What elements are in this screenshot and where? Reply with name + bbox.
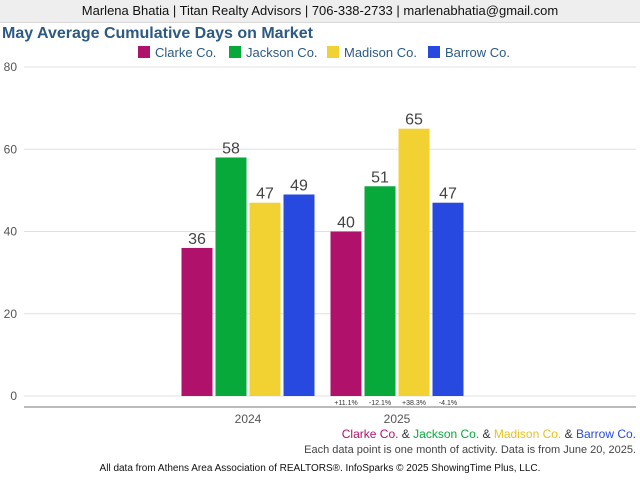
chart-title: May Average Cumulative Days on Market [2,25,313,42]
x-tick-label: 2024 [235,412,262,426]
bar-value-label: 58 [222,140,240,157]
bar [364,186,396,396]
bar [181,247,213,396]
legend-label: Clarke Co. [155,45,216,60]
bar-value-label: 47 [439,186,457,203]
bar-value-label: 40 [337,215,355,232]
bar [330,231,362,396]
y-tick-label: 60 [4,142,18,156]
legend-swatch [138,46,150,58]
footer-separator: & [564,427,573,441]
bar-value-label: 65 [405,112,423,129]
footer-legend-madison: Madison Co. [493,427,562,441]
footer-separator: & [482,427,491,441]
pct-change-label: -12.1% [369,400,391,407]
bar-value-label: 47 [256,186,274,203]
bar-value-label: 36 [188,231,206,248]
contact-header: Marlena Bhatia | Titan Realty Advisors |… [0,0,640,23]
source-credit: All data from Athens Area Association of… [99,463,541,474]
bar [215,157,247,396]
bar [283,194,315,396]
footer-legend-jackson: Jackson Co. [413,427,480,441]
footer-legend-clarke: Clarke Co. [341,427,399,441]
legend-label: Jackson Co. [246,45,318,60]
y-tick-label: 20 [4,307,18,321]
footer-separator: & [401,427,410,441]
bar-value-label: 51 [371,169,389,186]
footer-note: Each data point is one month of activity… [304,444,636,456]
x-tick-label: 2025 [384,412,411,426]
y-tick-label: 0 [10,389,17,403]
footer-legend: Clarke Co. & Jackson Co. & Madison Co. &… [342,427,636,441]
pct-change-label: -4.1% [439,400,457,407]
legend-swatch [229,46,241,58]
bar [432,202,464,396]
legend-swatch [327,46,339,58]
legend-swatch [428,46,440,58]
bar [249,202,281,396]
bar [398,128,430,396]
footer-legend-barrow: Barrow Co. [575,427,636,441]
legend-label: Barrow Co. [445,45,510,60]
pct-change-label: +11.1% [334,400,357,407]
bar-value-label: 49 [290,177,308,194]
y-tick-label: 40 [4,225,18,239]
pct-change-label: +38.3% [402,400,426,407]
legend-label: Madison Co. [344,45,417,60]
y-tick-label: 80 [4,60,18,74]
